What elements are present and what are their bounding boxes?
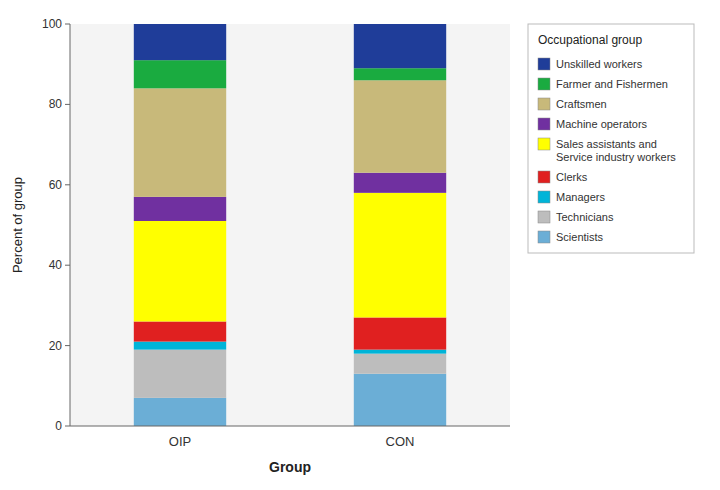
legend-label: Clerks [556,171,588,183]
legend-swatch [538,171,550,183]
legend-label: Machine operators [556,118,648,130]
y-tick-label: 100 [42,17,62,31]
bar-segment: Technicians: 12 [134,350,226,398]
y-tick-label: 60 [49,178,63,192]
bar-segment: Managers: 2 [134,342,226,350]
bar-segment: Sales assistants and Service industry wo… [354,193,446,318]
legend: Occupational group Unskilled workers Farme… [528,24,694,253]
y-axis-label: Percent of group [10,177,25,273]
legend-label: Managers [556,191,605,203]
bar-segment: Scientists: 7 [134,398,226,426]
legend-swatch [538,211,550,223]
y-tick-label: 20 [49,339,63,353]
x-axis-label: Group [269,459,311,475]
bar-segment: Unskilled workers: 9 [134,24,226,60]
y-tick [65,345,70,346]
legend-label: Craftsmen [556,98,607,110]
legend-frame [528,24,694,253]
legend-label: Technicians [556,211,614,223]
bar-segment: Farmer and Fishermen: 7 [134,60,226,88]
bar-segment: Craftsmen: 27 [134,88,226,197]
legend-swatch [538,98,550,110]
bar-segment: Clerks: 5 [134,321,226,341]
legend-title: Occupational group [538,33,642,47]
legend-label: Unskilled workers [556,58,643,70]
legend-swatch [538,118,550,130]
bar-segment: Machine operators: 5 [354,173,446,193]
x-tick-label: CON [386,434,415,449]
y-tick [65,104,70,105]
y-tick [65,265,70,266]
legend-swatch [538,191,550,203]
y-tick [65,184,70,185]
y-tick-label: 40 [49,258,63,272]
bar-segment: Sales assistants and Service industry wo… [134,221,226,321]
y-tick-label: 0 [55,419,62,433]
x-axis [70,426,510,427]
legend-label: Sales assistants andService industry wor… [556,138,676,163]
y-axis [70,24,71,426]
bar-segment: Craftsmen: 23 [354,80,446,172]
y-tick [65,24,70,25]
bar-segment: Farmer and Fishermen: 3 [354,68,446,80]
legend-swatch [538,58,550,70]
legend-label: Farmer and Fishermen [556,78,668,90]
legend-swatch [538,231,550,243]
bars: Scientists: 7Technicians: 12Managers: 2C… [134,24,446,426]
bar-segment: Scientists: 13 [354,374,446,426]
y-tick [65,426,70,427]
plot-area [70,24,510,426]
bar-segment: Machine operators: 6 [134,197,226,221]
chart: Scientists: 7Technicians: 12Managers: 2C… [0,0,720,490]
legend-label: Scientists [556,231,604,243]
x-tick-label: OIP [169,434,191,449]
legend-swatch [538,138,550,150]
bar-segment: Unskilled workers: 11 [354,24,446,68]
bar-segment: Managers: 1 [354,350,446,354]
bar-segment: Technicians: 5 [354,354,446,374]
legend-swatch [538,78,550,90]
bar-segment: Clerks: 8 [354,317,446,349]
y-tick-label: 80 [49,97,63,111]
